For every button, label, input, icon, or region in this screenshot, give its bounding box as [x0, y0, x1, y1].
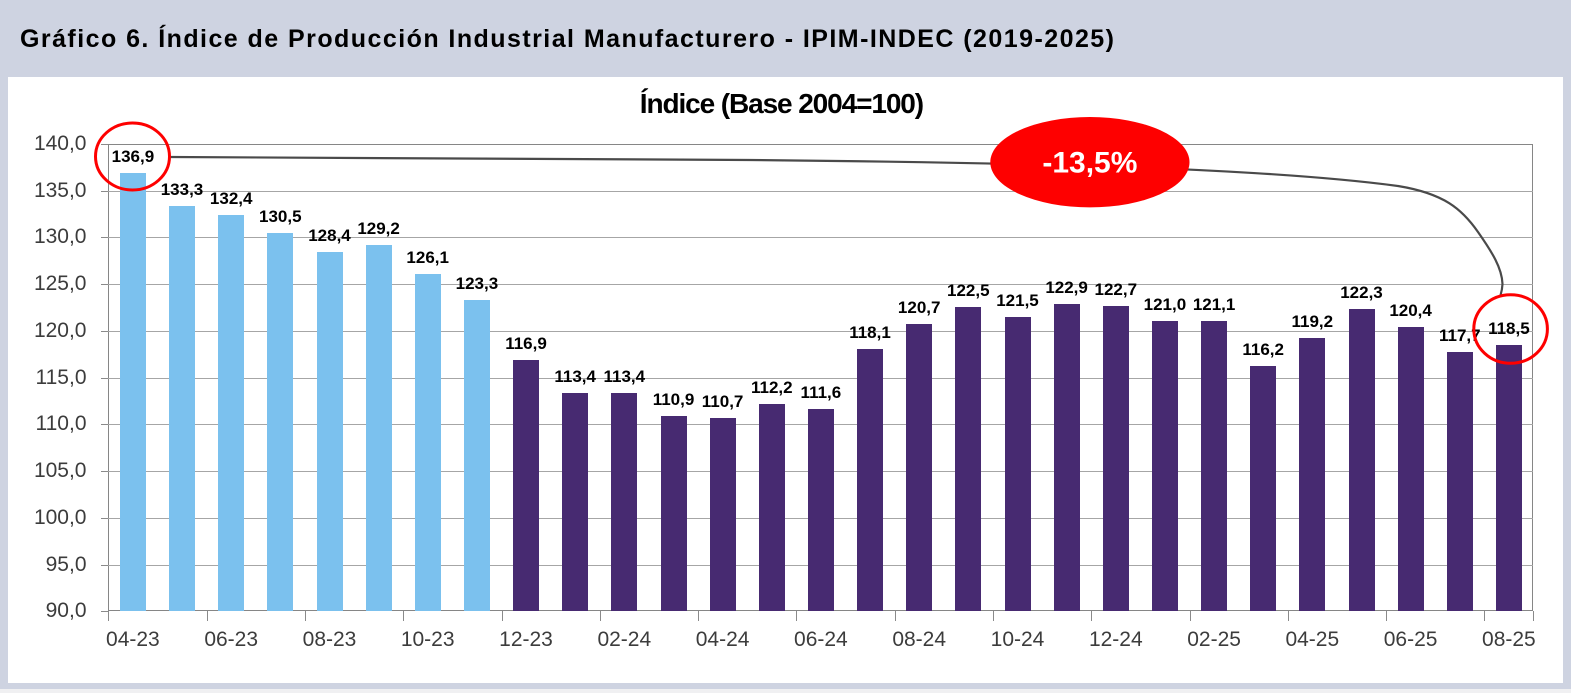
svg-text:-13,5%: -13,5% — [1042, 147, 1137, 180]
